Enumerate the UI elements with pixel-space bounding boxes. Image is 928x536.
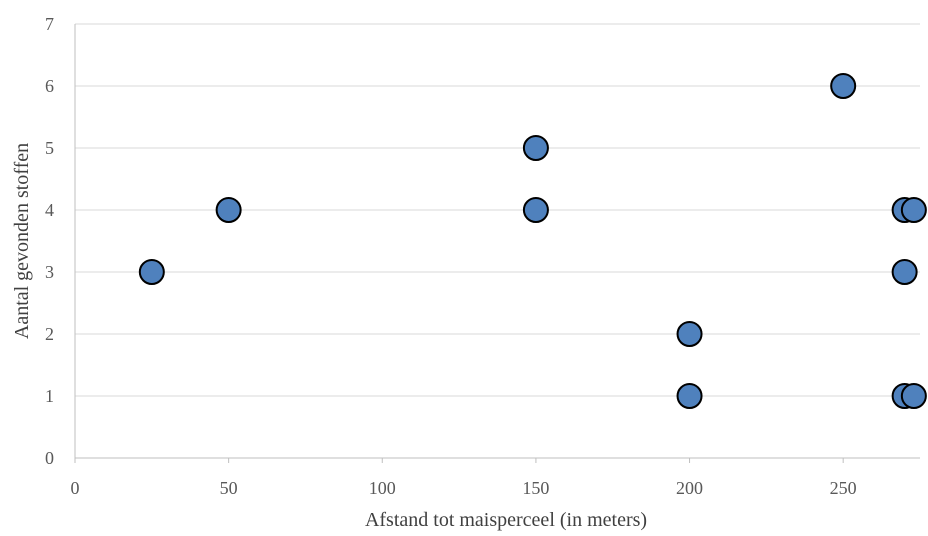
x-axis-title: Afstand tot maisperceel (in meters) [365, 509, 647, 531]
data-point-5 [676, 321, 703, 347]
x-tick-label: 50 [220, 478, 238, 498]
y-tick-label: 4 [45, 200, 54, 220]
x-tick-label: 150 [522, 478, 549, 498]
y-tick-label: 7 [45, 14, 54, 34]
data-point-2 [215, 197, 242, 223]
data-point-4 [522, 197, 549, 223]
gridlines [75, 23, 920, 397]
data-point-12 [900, 383, 927, 409]
data-point-7 [830, 73, 857, 99]
data-points [138, 73, 927, 409]
data-point-3 [522, 135, 549, 161]
y-axis-title: Aantal gevonden stoffen [11, 143, 33, 339]
x-tick-label: 100 [369, 478, 396, 498]
y-tick-label: 2 [45, 324, 54, 344]
data-point-10 [891, 259, 918, 285]
y-tick-label: 1 [45, 386, 54, 406]
tick-labels: 0 50 100 150 200 250 0 1 2 3 4 5 6 7 [45, 14, 857, 498]
y-tick-label: 5 [45, 138, 54, 158]
y-tick-label: 0 [45, 448, 54, 468]
y-tick-label: 3 [45, 262, 54, 282]
x-tick-label: 250 [830, 478, 857, 498]
data-point-1 [138, 259, 165, 285]
axes [74, 24, 920, 463]
x-tick-label: 200 [676, 478, 703, 498]
data-point-9 [900, 197, 927, 223]
y-tick-label: 6 [45, 76, 54, 96]
x-tick-label: 0 [71, 478, 80, 498]
data-point-6 [676, 383, 703, 409]
